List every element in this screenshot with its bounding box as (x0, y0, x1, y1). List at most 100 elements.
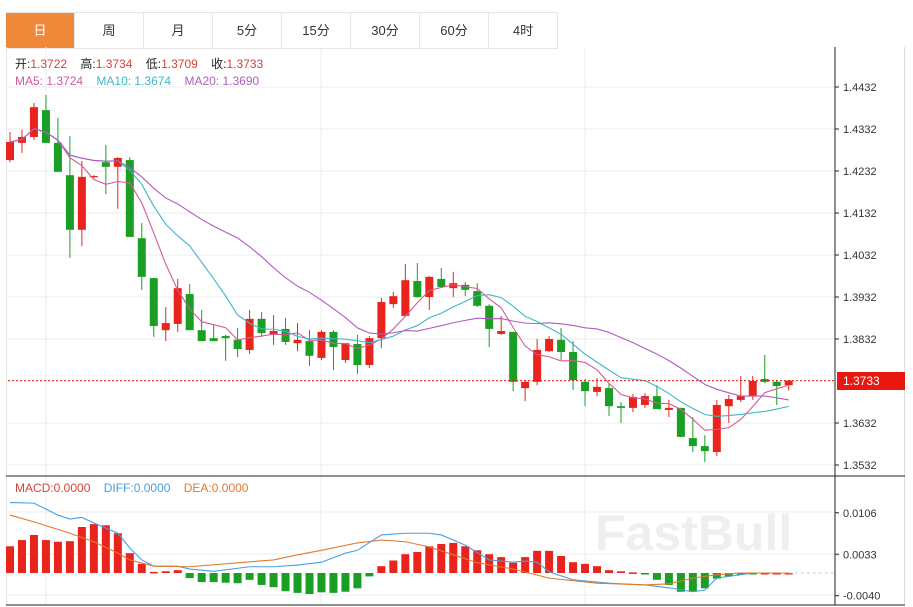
candle-up (640, 396, 649, 405)
macd-bar (209, 573, 218, 583)
y-tick-label: 1.4032 (843, 250, 877, 262)
candle-up (664, 407, 673, 410)
candle-up (784, 380, 793, 386)
macd-bar (53, 541, 62, 573)
candle-up (113, 157, 122, 167)
tab-week[interactable]: 周 (75, 13, 144, 48)
macd-bar (329, 573, 338, 593)
y-tick-label: 1.3532 (843, 460, 877, 472)
macd-bar (521, 557, 530, 573)
candle-up (545, 339, 554, 352)
tab-15min[interactable]: 15分 (282, 13, 351, 48)
candle-up (173, 288, 182, 324)
ma5-line (9, 128, 789, 431)
candle-down (461, 284, 470, 290)
macd-bar (161, 571, 170, 573)
macd-bar (640, 573, 649, 575)
y-tick-label: 1.4232 (843, 166, 877, 178)
ma20-line (9, 128, 789, 401)
macd-bar (401, 554, 410, 573)
candle-down (41, 110, 50, 143)
macd-bar (377, 566, 386, 573)
chart-frame (6, 47, 905, 605)
candle-up (736, 396, 745, 400)
candle-down (652, 396, 661, 410)
low-label: 低: (145, 57, 162, 71)
macd-bar (652, 573, 661, 580)
candle-up (377, 302, 386, 339)
candle-up (593, 386, 602, 392)
candle-up (533, 349, 542, 382)
diff-value: DIFF:0.0000 (103, 481, 171, 495)
tab-4hour[interactable]: 4时 (489, 13, 558, 48)
macd-bar (437, 544, 446, 573)
candle-up (425, 276, 434, 297)
tab-day[interactable]: 日 (6, 13, 75, 48)
candle-down (473, 291, 482, 306)
open-label: 开: (15, 57, 31, 71)
macd-bar (413, 551, 422, 573)
macd-bar (29, 534, 38, 573)
tab-30min[interactable]: 30分 (351, 13, 420, 48)
macd-bar (17, 540, 26, 573)
ohlc-readout: 开:1.3722 高:1.3734 低:1.3709 收:1.3733 (15, 55, 273, 72)
candle-down (437, 278, 446, 287)
macd-bar (593, 566, 602, 573)
macd-bar (149, 571, 158, 574)
candle-up (161, 323, 170, 331)
candle-down (65, 175, 74, 230)
macd-bar (341, 573, 350, 592)
candle-down (281, 328, 290, 342)
candle-down (772, 381, 781, 387)
tab-5min[interactable]: 5分 (213, 13, 282, 48)
macd-bar (772, 573, 781, 575)
macd-bar (473, 550, 482, 573)
dea-value: DEA:0.0000 (183, 481, 249, 495)
macd-y-tick-label: 0.0106 (843, 508, 877, 520)
macd-bar (616, 571, 625, 573)
ma10-line (9, 128, 789, 417)
candle-down (149, 278, 158, 326)
macd-bar (724, 573, 733, 577)
macd-bar (569, 562, 578, 573)
tab-month[interactable]: 月 (144, 13, 213, 48)
macd-bar (125, 553, 134, 573)
macd-bar (269, 573, 278, 588)
diff-line (9, 502, 789, 593)
macd-y-tick-label: 0.0033 (843, 549, 877, 561)
macd-bar (245, 573, 254, 580)
candle-down (581, 381, 590, 392)
low-value: 1.3709 (161, 57, 198, 71)
candle-down (233, 339, 242, 350)
y-tick-label: 1.3932 (843, 292, 877, 304)
candle-up (89, 176, 98, 178)
high-value: 1.3734 (95, 57, 133, 71)
macd-bar (581, 563, 590, 573)
candle-up (269, 331, 278, 335)
ma10-value: MA10: 1.3674 (96, 74, 172, 88)
macd-bar (497, 557, 506, 573)
candle-up (293, 339, 302, 344)
candle-up (401, 280, 410, 316)
macd-bar (89, 524, 98, 573)
candle-down (485, 305, 494, 329)
candle-down (509, 331, 518, 382)
macd-y-tick-label: -0.0040 (843, 591, 880, 603)
macd-bar (221, 573, 230, 583)
candle-down (197, 330, 206, 342)
macd-bar (688, 573, 697, 592)
candle-up (748, 381, 757, 397)
candle-up (29, 107, 38, 137)
candle-down (185, 294, 194, 331)
fastbull-watermark: FastBull (595, 505, 793, 561)
macd-bar (760, 573, 769, 575)
candle-up (521, 381, 530, 389)
macd-bar (233, 573, 242, 584)
tab-60min[interactable]: 60分 (420, 13, 489, 48)
ma5-value: MA5: 1.3724 (15, 74, 84, 88)
macd-bar (605, 570, 613, 573)
candle-down (329, 331, 338, 347)
candle-down (53, 142, 62, 172)
macd-bar (664, 573, 673, 585)
